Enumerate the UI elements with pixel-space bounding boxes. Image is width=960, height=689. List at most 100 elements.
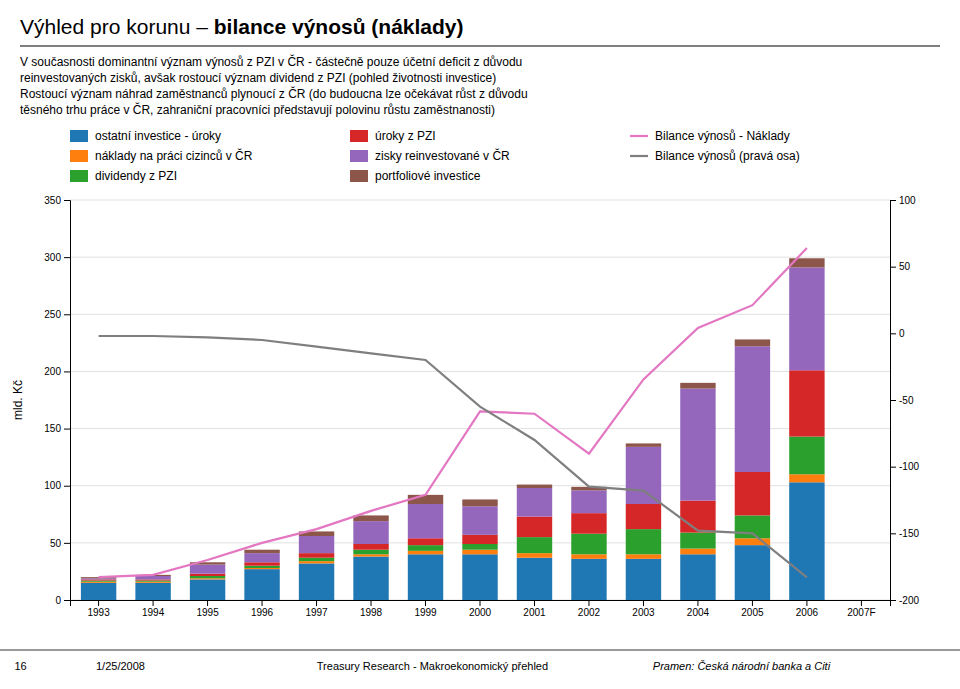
x-tick-label: 2004 xyxy=(687,607,710,618)
bar xyxy=(735,346,770,472)
bar xyxy=(135,582,170,583)
y2-axis-tick: 0 xyxy=(890,328,905,339)
y-axis-tick-label: 0 xyxy=(55,595,61,606)
legend-label: ostatní investice - úroky xyxy=(95,129,221,143)
legend-swatch xyxy=(350,130,368,142)
bar xyxy=(244,553,279,562)
bar xyxy=(299,563,334,600)
bar xyxy=(789,437,824,475)
y2-axis-tick-mark xyxy=(890,600,896,601)
bar xyxy=(462,550,497,555)
y2-axis-tick-mark xyxy=(890,533,896,534)
bar xyxy=(135,581,170,582)
x-tick: 2001 xyxy=(523,600,546,618)
chart-container: Výhled pro korunu – bilance výnosů (nákl… xyxy=(0,0,960,689)
x-tick-label: 1994 xyxy=(142,607,165,618)
bar xyxy=(626,443,661,446)
x-tick-mark xyxy=(316,600,317,606)
bar xyxy=(81,582,116,583)
line xyxy=(99,248,807,577)
x-tick-label: 2000 xyxy=(469,607,492,618)
y-axis-tick-mark xyxy=(64,486,70,487)
bar xyxy=(680,549,715,555)
y-axis-tick: 50 xyxy=(50,538,70,549)
bar-series xyxy=(81,258,825,578)
x-tick-mark xyxy=(752,600,753,606)
bar xyxy=(190,579,225,600)
x-tick-mark xyxy=(371,600,372,606)
y-axis-line xyxy=(64,201,71,601)
x-tick-label: 2006 xyxy=(796,607,819,618)
bar xyxy=(680,383,715,389)
bar xyxy=(353,550,388,555)
y2-axis-line xyxy=(891,201,897,601)
bar xyxy=(844,600,879,601)
bar xyxy=(517,517,552,538)
bar xyxy=(81,579,116,580)
bar xyxy=(244,562,279,565)
bar xyxy=(408,554,443,600)
y-axis-tick-mark xyxy=(64,371,70,372)
bar xyxy=(190,565,225,574)
bar xyxy=(190,578,225,579)
x-tick: 2005 xyxy=(741,600,764,618)
bar xyxy=(244,568,279,569)
plot: 1993199419951996199719981999200020012002… xyxy=(44,195,919,618)
bar xyxy=(517,485,552,488)
y2-axis-tick: -100 xyxy=(890,461,919,472)
x-tick: 2003 xyxy=(632,600,655,618)
bar xyxy=(844,600,879,601)
bar xyxy=(408,504,443,538)
x-tick: 1993 xyxy=(87,600,110,618)
x-tick-mark xyxy=(480,600,481,606)
line xyxy=(99,336,807,577)
bar xyxy=(408,545,443,551)
bar xyxy=(353,521,388,544)
footer-text: 16 xyxy=(14,660,26,672)
bar xyxy=(244,569,279,600)
bar xyxy=(626,554,661,559)
y2-axis-tick-mark xyxy=(890,400,896,401)
bar xyxy=(626,504,661,529)
footer-text: 1/25/2008 xyxy=(96,660,145,672)
x-tick-label: 1995 xyxy=(196,607,219,618)
grid-line xyxy=(70,200,890,201)
y-axis-title: mld. Kč xyxy=(11,380,25,420)
x-tick-label: 1999 xyxy=(414,607,437,618)
bar xyxy=(626,447,661,504)
legend-label: úroky z PZI xyxy=(375,129,436,143)
bar xyxy=(353,557,388,600)
bar xyxy=(735,472,770,515)
subtitle: Rostoucí význam náhrad zaměstnanců plyno… xyxy=(20,86,528,101)
bar xyxy=(408,551,443,554)
x-tick: 1998 xyxy=(360,600,383,618)
legend-item: Bilance výnosů - Náklady xyxy=(630,129,790,143)
y-axis-tick: 100 xyxy=(44,480,70,491)
x-axis-line xyxy=(71,601,891,607)
chart-svg: Výhled pro korunu – bilance výnosů (nákl… xyxy=(0,0,960,689)
bar xyxy=(844,600,879,601)
x-tick: 1997 xyxy=(305,600,328,618)
y2-axis-tick-mark xyxy=(890,200,896,201)
x-tick: 1999 xyxy=(414,600,437,618)
y-axis-tick-mark xyxy=(64,429,70,430)
x-tick: 1995 xyxy=(196,600,219,618)
legend-item: ostatní investice - úroky xyxy=(70,129,221,143)
bar xyxy=(462,554,497,600)
x-tick-mark xyxy=(425,600,426,606)
y2-axis-tick-label: 100 xyxy=(899,195,916,206)
bar xyxy=(680,389,715,501)
x-tick-label: 2001 xyxy=(523,607,546,618)
bar xyxy=(190,574,225,576)
y-axis-tick-label: 100 xyxy=(44,480,61,491)
legend-label: portfoliové investice xyxy=(375,169,481,183)
bar xyxy=(190,576,225,578)
bar xyxy=(462,506,497,535)
bar xyxy=(299,553,334,558)
x-tick-label: 1993 xyxy=(87,607,110,618)
bar xyxy=(680,533,715,549)
bar xyxy=(353,544,388,550)
legend-item: Bilance výnosů (pravá osa) xyxy=(630,149,800,163)
title-rule xyxy=(20,46,940,47)
y2-axis-tick-label: 50 xyxy=(899,261,911,272)
